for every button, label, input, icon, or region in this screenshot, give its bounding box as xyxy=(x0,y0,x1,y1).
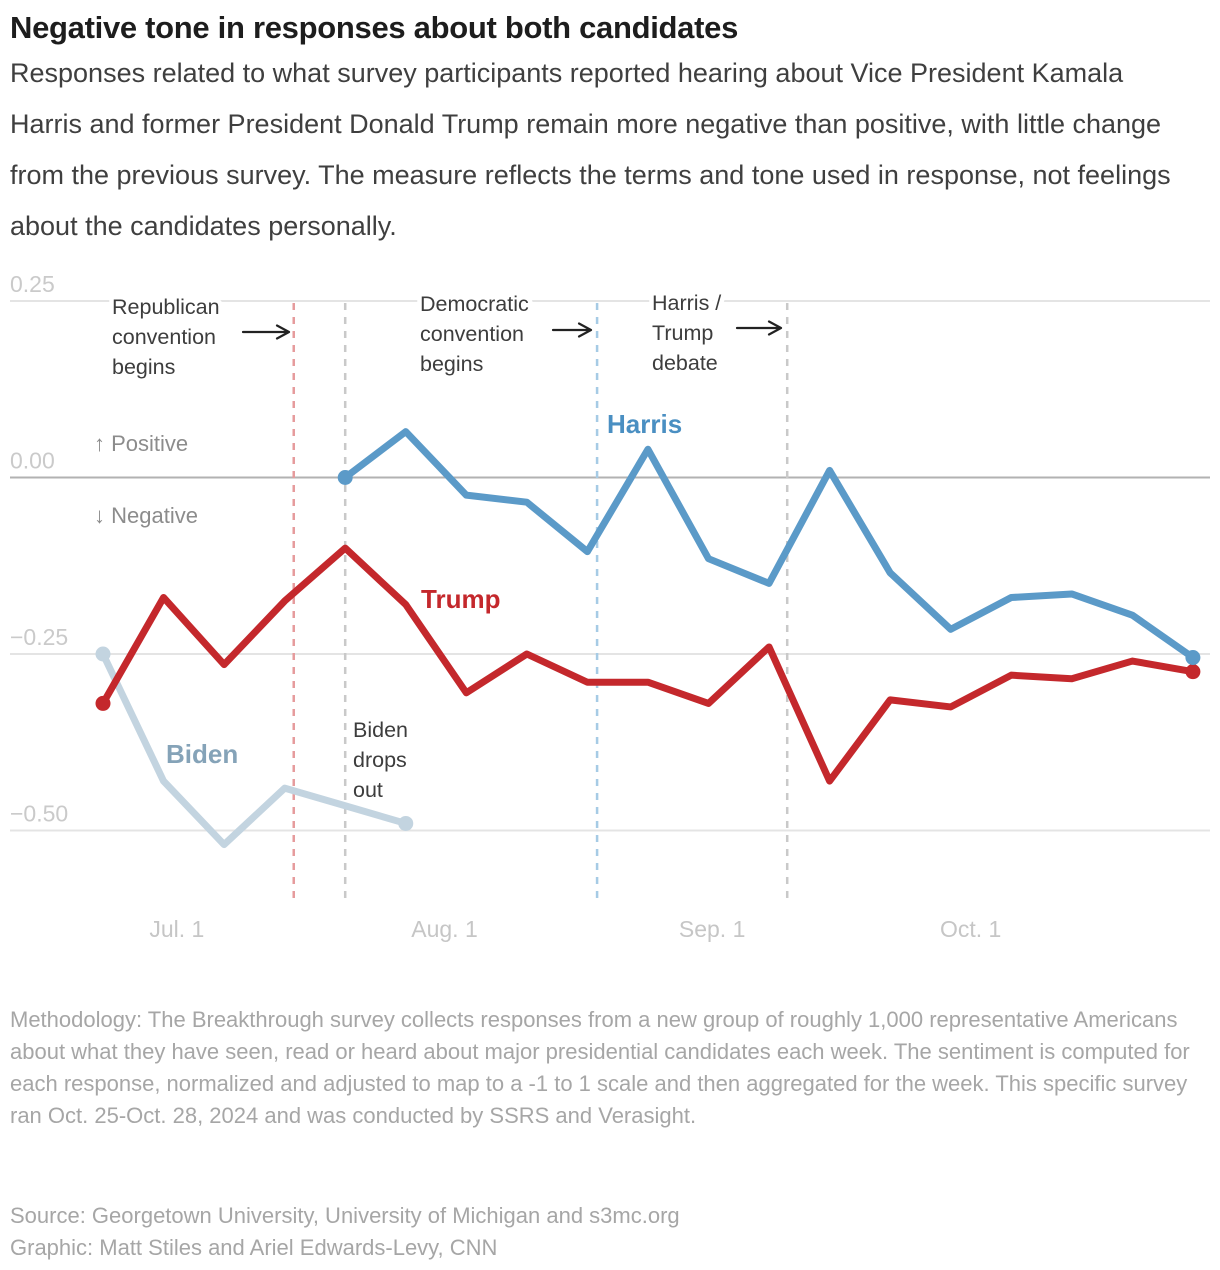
event-lines xyxy=(292,303,789,905)
event-annotation-dnc: begins xyxy=(420,352,483,376)
positive-direction-label: ↑ Positive xyxy=(94,431,188,456)
x-axis-labels: Jul. 1 Aug. 1 Sep. 1 Oct. 1 xyxy=(149,916,1001,942)
tone-line-chart: 0.250.00−0.25−0.50↑ Positive↓ NegativeBi… xyxy=(10,271,1210,942)
series-harris xyxy=(337,428,1201,666)
annotation-arrow-icon xyxy=(241,324,291,340)
event-annotation-debate: Harris / xyxy=(652,291,721,315)
harris-line xyxy=(341,428,1197,662)
subtitle: Responses related to what survey partici… xyxy=(10,58,1171,241)
event-annotation-biden_out: out xyxy=(353,778,383,802)
y-tick-label: −0.50 xyxy=(10,801,68,827)
series-labels: Biden Trump Harris xyxy=(163,406,686,773)
x-tick-label: Jul. 1 xyxy=(149,916,204,942)
trump-line xyxy=(99,544,1197,785)
harris-start-dot xyxy=(337,470,353,485)
event-annotation-rnc: begins xyxy=(112,355,175,379)
direction-labels: ↑ Positive ↓ Negative xyxy=(94,431,198,528)
y-tick-label: 0.00 xyxy=(10,448,55,474)
event-annotation-biden_out: Biden xyxy=(353,718,408,742)
x-tick-label: Oct. 1 xyxy=(940,916,1001,942)
event-annotation-biden_out: drops xyxy=(353,748,407,772)
event-annotations: Republican convention begins Biden drops out D… xyxy=(108,287,783,807)
negative-direction-label: ↓ Negative xyxy=(94,503,198,528)
event-annotation-rnc: convention xyxy=(112,325,216,349)
series-label-trump: Trump xyxy=(421,584,500,614)
event-annotation-dnc: convention xyxy=(420,322,524,346)
series-biden xyxy=(95,646,414,849)
event-annotation-debate: Trump xyxy=(652,321,713,345)
source-line: Source: Georgetown University, Universit… xyxy=(10,1203,680,1228)
trump-start-dot xyxy=(95,695,111,711)
x-tick-label: Sep. 1 xyxy=(679,916,746,942)
methodology-note: Methodology: The Breakthrough survey col… xyxy=(10,1007,1190,1128)
series-trump xyxy=(95,544,1201,785)
event-annotation-rnc: Republican xyxy=(112,295,220,319)
event-annotation-dnc: Democratic xyxy=(420,292,529,316)
biden-line xyxy=(99,650,410,849)
annotation-arrow-icon xyxy=(551,322,593,338)
biden-end-dot xyxy=(398,815,414,831)
credit-line: Graphic: Matt Stiles and Ariel Edwards-L… xyxy=(10,1235,498,1260)
biden-start-dot xyxy=(95,646,111,662)
y-tick-label: 0.25 xyxy=(10,271,55,297)
series-label-biden: Biden xyxy=(166,739,238,769)
x-tick-label: Aug. 1 xyxy=(411,916,478,942)
trump-end-dot xyxy=(1185,664,1201,680)
series-label-harris: Harris xyxy=(607,409,682,439)
annotation-arrow-icon xyxy=(735,320,783,336)
y-tick-label: −0.25 xyxy=(10,624,68,650)
harris-end-dot xyxy=(1185,650,1201,666)
event-annotation-debate: debate xyxy=(652,351,718,375)
page-title: Negative tone in responses about both ca… xyxy=(10,10,739,45)
